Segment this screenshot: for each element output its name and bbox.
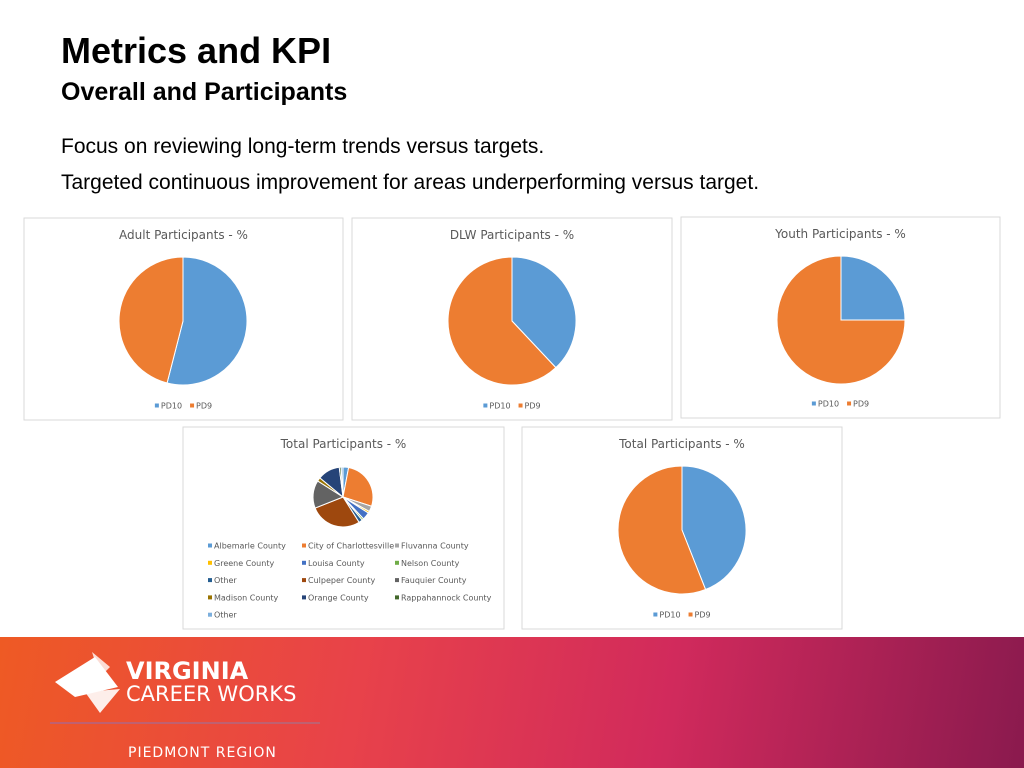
legend-label: PD10 (659, 611, 680, 620)
legend-swatch (208, 578, 212, 583)
pie-slice (447, 256, 557, 386)
pie-slice (314, 496, 360, 528)
legend-swatch (395, 578, 399, 583)
legend-swatch (190, 403, 195, 408)
logo-text: CAREER WORKS (126, 682, 296, 706)
legend-label: Madison County (214, 593, 279, 602)
legend-swatch (208, 560, 212, 565)
legend-label: PD9 (196, 402, 212, 411)
legend-swatch (302, 560, 306, 565)
pie-slice (840, 255, 906, 321)
legend-swatch (208, 612, 212, 617)
legend-label: PD9 (853, 400, 869, 409)
legend-swatch (483, 403, 488, 408)
legend-label: City of Charlottesville (308, 542, 394, 551)
legend-label: Nelson County (401, 559, 460, 568)
legend-label: Fauquier County (401, 576, 467, 585)
legend-label: Other (214, 576, 237, 585)
legend-swatch (518, 403, 523, 408)
legend-label: Orange County (308, 593, 369, 602)
chart-title: Total Participants - % (280, 437, 407, 451)
legend-swatch (208, 543, 212, 548)
legend-label: Greene County (214, 559, 274, 568)
pie-slice (118, 256, 184, 384)
legend: PD10 PD9 (483, 402, 541, 411)
legend-swatch (395, 595, 399, 600)
legend-label: Louisa County (308, 559, 365, 568)
legend-swatch (302, 595, 306, 600)
legend-label: Other (214, 611, 237, 620)
pie-slice (342, 466, 374, 507)
legend-label: PD10 (161, 402, 182, 411)
pie-slice (776, 255, 906, 385)
legend-swatch (395, 543, 399, 548)
pie-slice (617, 465, 707, 595)
region-text: PIEDMONT REGION (128, 745, 277, 761)
chart-title: Youth Participants - % (774, 227, 906, 241)
chart-title: DLW Participants - % (450, 228, 574, 242)
footer: VIRGINIA CAREER WORKS PIEDMONT REGION (0, 637, 1024, 768)
bullet: Targeted continuous improvement for area… (61, 171, 760, 194)
chart-title: Total Participants - % (618, 437, 745, 451)
slide-subtitle: Overall and Participants (61, 78, 348, 106)
legend-swatch (847, 401, 852, 406)
legend: PD10 PD9 (811, 400, 869, 409)
legend-swatch (811, 401, 816, 406)
bullet: Focus on reviewing long-term trends vers… (61, 135, 545, 158)
pie-slice (166, 256, 248, 386)
legend-swatch (688, 612, 693, 617)
legend-label: PD10 (489, 402, 510, 411)
legend-label: PD10 (818, 400, 839, 409)
logo: VIRGINIA CAREER WORKS PIEDMONT REGION (50, 652, 320, 761)
legend-swatch (653, 612, 658, 617)
pie-slice (511, 256, 577, 369)
legend-swatch (302, 578, 306, 583)
legend-label: PD9 (525, 402, 541, 411)
legend-label: Albemarle County (214, 542, 286, 551)
slide-title: Metrics and KPI (61, 30, 332, 71)
chart-title: Adult Participants - % (119, 228, 248, 242)
pie-slice (340, 466, 344, 498)
chart-frame (182, 426, 505, 630)
legend-label: Fluvanna County (401, 542, 469, 551)
logo-text: VIRGINIA (126, 657, 249, 685)
legend-label: Rappahannock County (401, 593, 492, 602)
legend-label: PD9 (695, 611, 711, 620)
legend: PD10 PD9 (653, 611, 711, 620)
logo-mark (92, 652, 110, 677)
legend-swatch (395, 560, 399, 565)
legend-swatch (154, 403, 159, 408)
legend-swatch (302, 543, 306, 548)
legend-label: Culpeper County (308, 576, 375, 585)
charts: Adult Participants - % PD10 PD9 DLW Partici… (23, 216, 1001, 630)
legend: PD10 PD9 (154, 402, 212, 411)
legend-swatch (208, 595, 212, 600)
pie-slice (681, 465, 747, 591)
logo-mark (85, 689, 120, 713)
